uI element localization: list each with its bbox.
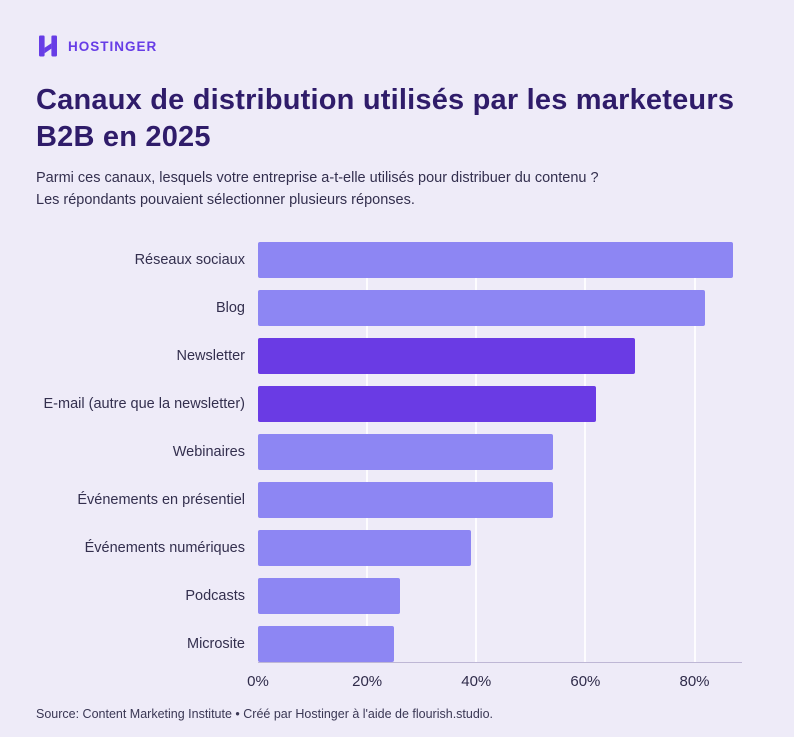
bar-track — [258, 289, 742, 326]
bar-label: Blog — [215, 299, 245, 316]
gridline — [584, 241, 587, 662]
x-tick-label: 60% — [570, 672, 601, 690]
bar-label: Podcasts — [185, 587, 245, 604]
bar-label: Microsite — [186, 635, 245, 652]
source-attribution: Source: Content Marketing Institute • Cr… — [36, 707, 494, 721]
bar-track — [258, 481, 742, 518]
page-title: Canaux de distribution utilisés par les … — [36, 82, 738, 155]
bar-track — [258, 385, 742, 422]
bar — [258, 481, 553, 518]
page-title-line2: B2B en 2025 — [36, 120, 211, 153]
x-tick-label: 20% — [352, 672, 383, 690]
axis-spacer — [36, 663, 258, 697]
bar — [258, 577, 400, 614]
bar-label: Webinaires — [172, 443, 245, 460]
bar-label: Événements numériques — [84, 539, 245, 556]
bar-track — [258, 577, 742, 614]
bar-label: Événements en présentiel — [77, 491, 245, 508]
chart-subtitle: Parmi ces canaux, lesquels votre entrepr… — [36, 168, 738, 212]
bar-track — [258, 241, 742, 278]
bar-label: Réseaux sociaux — [134, 251, 245, 268]
chart-subtitle-line2: Les répondants pouvaient sélectionner pl… — [36, 191, 415, 208]
brand-header: HOSTINGER — [0, 0, 794, 58]
gridline — [693, 241, 696, 662]
bar — [258, 241, 733, 278]
bar — [258, 529, 471, 566]
bar-track — [258, 625, 742, 662]
x-tick-label: 0% — [247, 672, 269, 690]
bar-label: E-mail (autre que la newsletter) — [43, 395, 245, 412]
bar — [258, 625, 395, 662]
bar — [258, 289, 706, 326]
page-title-line1: Canaux de distribution utilisés par les … — [36, 84, 735, 116]
bar-chart: Réseaux sociaux Blog Newsletter E-mail (aut… — [36, 241, 742, 697]
chart-subtitle-line1: Parmi ces canaux, lesquels votre entrepr… — [36, 170, 599, 187]
hostinger-logo-icon — [36, 34, 60, 58]
x-axis-ticks: 0% 20% 40% 60% 80% — [247, 663, 742, 697]
x-tick-label: 40% — [461, 672, 492, 690]
bar-track — [258, 337, 742, 374]
x-tick-label: 80% — [679, 672, 710, 690]
bar-label: Newsletter — [176, 347, 246, 364]
bars-column — [258, 241, 742, 662]
bar — [258, 433, 553, 470]
plot-area — [258, 241, 742, 663]
brand-name: HOSTINGER — [68, 38, 158, 54]
bar — [258, 337, 635, 374]
bar-labels-column: Réseaux sociaux Blog Newsletter E-mail (aut… — [36, 242, 258, 663]
bar-track — [258, 529, 742, 566]
bar-track — [258, 433, 742, 470]
bar — [258, 385, 597, 422]
